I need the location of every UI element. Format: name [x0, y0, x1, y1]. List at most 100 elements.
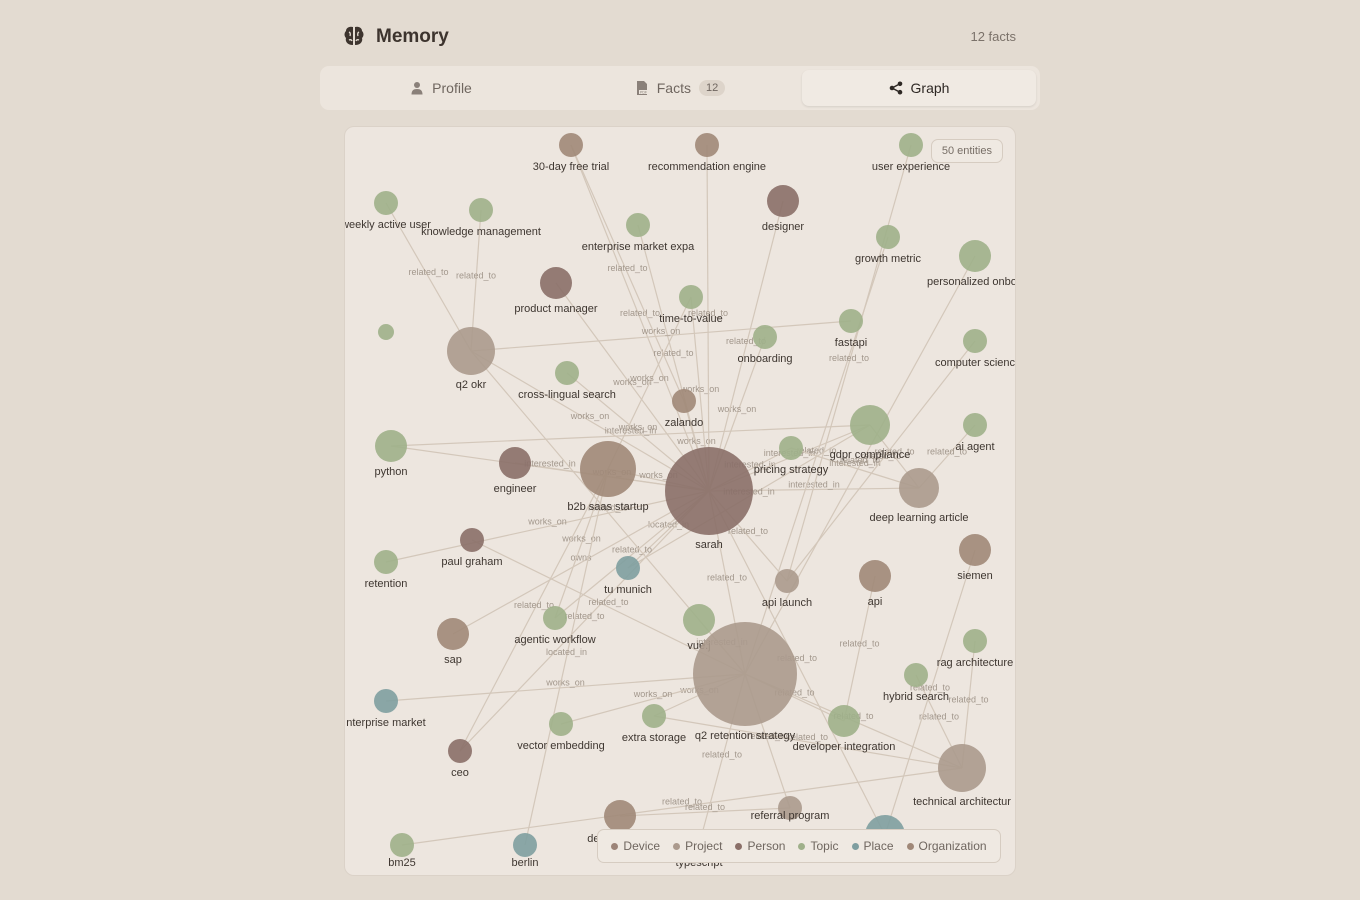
node-circle[interactable] [679, 285, 703, 309]
graph-node-apilaunch[interactable]: api launch [762, 569, 812, 609]
node-circle[interactable] [555, 361, 579, 385]
knowledge-graph[interactable]: works_onworks_onworks_onlocated_inworks_… [344, 126, 1016, 876]
graph-node-entmkt[interactable]: nterprise market [346, 689, 426, 729]
node-circle[interactable] [580, 441, 636, 497]
graph-node-trial[interactable]: 30-day free trial [533, 133, 609, 173]
node-circle[interactable] [938, 744, 986, 792]
node-circle[interactable] [375, 430, 407, 462]
node-circle[interactable] [378, 324, 394, 340]
node-circle[interactable] [963, 629, 987, 653]
graph-node-b2b[interactable]: b2b saas startup [567, 441, 649, 513]
node-circle[interactable] [683, 604, 715, 636]
node-circle[interactable] [850, 405, 890, 445]
graph-node-q2ret[interactable]: q2 retention strategy [693, 622, 797, 742]
graph-node-onb[interactable]: onboarding [737, 325, 793, 365]
graph-node-tum[interactable]: tu munich [604, 556, 652, 596]
graph-node-api[interactable]: api [859, 560, 891, 608]
graph-node-dla[interactable]: deep learning article [869, 468, 969, 524]
node-circle[interactable] [543, 606, 567, 630]
node-circle[interactable] [959, 240, 991, 272]
graph-node-cls[interactable]: cross-lingual search [518, 361, 616, 401]
graph-node-pm[interactable]: product manager [514, 267, 598, 315]
graph-node-growth[interactable]: growth metric [855, 225, 922, 265]
node-circle[interactable] [549, 712, 573, 736]
node-circle[interactable] [626, 213, 650, 237]
graph-node-extra[interactable]: extra storage [622, 704, 686, 744]
graph-node-bm25[interactable]: bm25 [388, 833, 416, 869]
node-circle[interactable] [513, 833, 537, 857]
graph-node-gdpr[interactable]: gdpr compliance [830, 405, 911, 461]
graph-node-km[interactable]: knowledge management [421, 198, 541, 238]
graph-node-ux[interactable]: user experience [872, 133, 950, 173]
graph-node-python[interactable]: python [374, 430, 408, 478]
graph-node-fastapi[interactable]: fastapi [835, 309, 867, 349]
graph-node-devint[interactable]: developer integration [793, 705, 896, 753]
node-circle[interactable] [499, 447, 531, 479]
node-circle[interactable] [876, 225, 900, 249]
graph-node-wau[interactable]: weekly active user [345, 191, 431, 231]
graph-node-zalando[interactable]: zalando [665, 389, 704, 429]
graph-node-vec[interactable]: vector embedding [517, 712, 605, 752]
node-circle[interactable] [540, 267, 572, 299]
node-circle[interactable] [778, 796, 802, 820]
node-circle[interactable] [767, 185, 799, 217]
graph-node-aiagent[interactable]: ai agent [955, 413, 995, 453]
node-circle[interactable] [695, 133, 719, 157]
graph-node-reco[interactable]: recommendation engine [648, 133, 766, 173]
node-circle[interactable] [828, 705, 860, 737]
node-circle[interactable] [616, 556, 640, 580]
node-circle[interactable] [642, 704, 666, 728]
graph-node-ent[interactable]: enterprise market expa [582, 213, 695, 253]
graph-node-cs[interactable]: computer scienc [935, 329, 1016, 369]
node-circle[interactable] [374, 550, 398, 574]
graph-node-berlin[interactable]: berlin [512, 833, 539, 869]
tab-facts[interactable]: PDF Facts 12 [563, 70, 797, 106]
node-circle[interactable] [963, 329, 987, 353]
node-circle[interactable] [437, 618, 469, 650]
node-circle[interactable] [899, 133, 923, 157]
node-circle[interactable] [374, 689, 398, 713]
graph-node-hybrid[interactable]: hybrid search [883, 663, 949, 703]
graph-node-agentic[interactable]: agentic workflow [514, 606, 596, 646]
graph-node-tech[interactable]: technical architectur [913, 744, 1011, 808]
graph-node-pricing[interactable]: pricing strategy [754, 436, 829, 476]
node-circle[interactable] [447, 327, 495, 375]
tab-profile[interactable]: Profile [324, 70, 558, 106]
node-circle[interactable] [859, 560, 891, 592]
graph-node-refprog[interactable]: referral program [751, 796, 830, 822]
node-circle[interactable] [559, 133, 583, 157]
node-circle[interactable] [672, 389, 696, 413]
graph-node-sap[interactable]: sap [437, 618, 469, 666]
graph-node-siemen[interactable]: siemen [957, 534, 993, 582]
graph-node-ceo[interactable]: ceo [448, 739, 472, 779]
node-circle[interactable] [904, 663, 928, 687]
graph-node-okr[interactable]: q2 okr [447, 327, 495, 391]
node-circle[interactable] [374, 191, 398, 215]
graph-node-engineer[interactable]: engineer [494, 447, 537, 495]
node-circle[interactable] [448, 739, 472, 763]
graph-node-paul[interactable]: paul graham [441, 528, 503, 568]
node-circle[interactable] [390, 833, 414, 857]
node-circle[interactable] [775, 569, 799, 593]
graph-node-retention[interactable]: retention [365, 550, 408, 590]
node-circle[interactable] [665, 447, 753, 535]
node-circle[interactable] [460, 528, 484, 552]
graph-canvas[interactable]: works_onworks_onworks_onlocated_inworks_… [345, 127, 1016, 876]
graph-node-ttv[interactable]: time-to-value [659, 285, 723, 325]
node-circle[interactable] [899, 468, 939, 508]
graph-node-pob[interactable]: personalized onboa [927, 240, 1016, 288]
node-circle[interactable] [779, 436, 803, 460]
node-circle[interactable] [963, 413, 987, 437]
node-circle[interactable] [839, 309, 863, 333]
node-label: gdpr compliance [830, 449, 911, 461]
node-circle[interactable] [959, 534, 991, 566]
node-circle[interactable] [693, 622, 797, 726]
node-circle[interactable] [469, 198, 493, 222]
graph-node-rag[interactable]: rag architecture [937, 629, 1013, 669]
graph-node-sarah[interactable]: sarah [665, 447, 753, 551]
graph-node-blank[interactable] [378, 324, 394, 340]
tab-graph[interactable]: Graph [802, 70, 1036, 106]
graph-node-designer[interactable]: designer [762, 185, 805, 233]
node-circle[interactable] [604, 800, 636, 832]
node-circle[interactable] [753, 325, 777, 349]
